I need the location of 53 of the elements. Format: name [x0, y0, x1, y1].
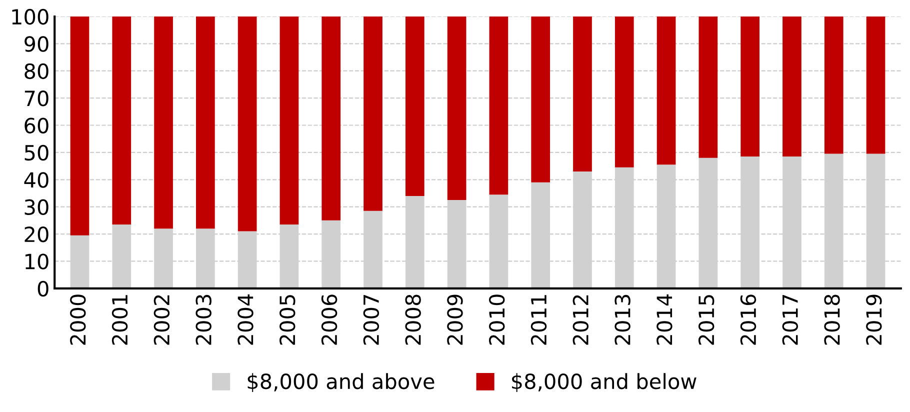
- bar: [322, 16, 341, 220]
- x-tick-label: 2006: [321, 294, 338, 345]
- x-tick-label: 2009: [447, 294, 463, 345]
- legend-label: $8,000 and above: [248, 373, 434, 392]
- bar: [280, 16, 299, 224]
- x-tick-label: 2002: [154, 295, 170, 345]
- x-tick-label: 2005: [280, 295, 296, 345]
- legend-label: $8,000 and below: [512, 373, 696, 392]
- bar: [656, 16, 676, 165]
- y-tick-label: 40: [24, 172, 48, 188]
- x-tick-label: 2018: [824, 294, 840, 345]
- bar: [824, 16, 844, 154]
- bar: [489, 16, 508, 195]
- x-tick-label: 2010: [488, 294, 505, 345]
- x-tick-label: 2014: [656, 294, 672, 345]
- x-tick-label: 2007: [363, 295, 380, 345]
- bar: [405, 16, 424, 196]
- bar: [112, 16, 132, 224]
- x-tick-label: 2019: [866, 294, 882, 345]
- bar: [782, 16, 802, 157]
- y-tick-label: 80: [24, 63, 48, 80]
- x-tick-label: 2000: [70, 294, 86, 345]
- y-tick-label: 90: [24, 36, 48, 52]
- x-tick-label: 2008: [405, 294, 421, 345]
- y-tick-label: 50: [24, 144, 48, 161]
- bar: [196, 16, 215, 229]
- bar: [531, 16, 550, 182]
- x-tick-label: 2003: [196, 294, 212, 345]
- y-tick-label: 20: [24, 226, 48, 242]
- bar: [238, 16, 257, 232]
- y-tick-label: 60: [24, 118, 48, 134]
- x-tick-label: 2001: [112, 295, 128, 345]
- x-tick-label: 2004: [238, 294, 254, 345]
- bar: [698, 16, 718, 158]
- bar: [740, 16, 760, 157]
- y-tick-label: 0: [38, 280, 48, 297]
- x-tick-label: 2013: [614, 294, 630, 345]
- bar: [447, 16, 466, 200]
- y-tick-label: 30: [24, 199, 48, 216]
- x-tick-label: 2011: [530, 295, 547, 345]
- x-tick-label: 2016: [740, 294, 756, 345]
- y-tick-label: 10: [26, 254, 48, 270]
- bar: [364, 16, 382, 211]
- y-tick-label: 100: [12, 8, 48, 25]
- bar: [154, 16, 173, 229]
- bar: [866, 16, 886, 154]
- x-tick-label: 2017: [782, 295, 798, 345]
- bar: [70, 16, 90, 236]
- x-tick-label: 2012: [572, 295, 589, 345]
- x-tick-label: 2015: [698, 295, 714, 345]
- bar: [614, 16, 634, 168]
- y-tick-label: 70: [24, 90, 48, 106]
- bar: [573, 16, 592, 172]
